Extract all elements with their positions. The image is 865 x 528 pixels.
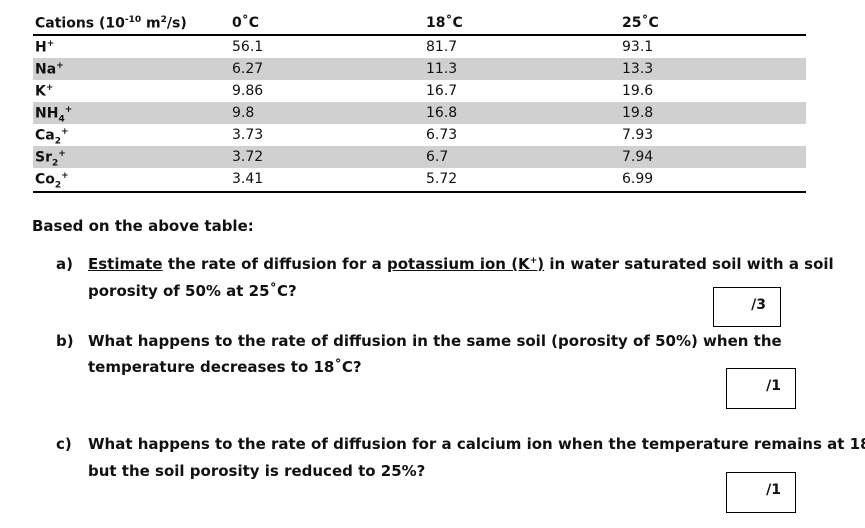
question-b-line2: temperature decreases to 18˚C? — [88, 358, 362, 376]
question-c-label: c) — [56, 435, 72, 453]
table-row: NH4+ 9.8 16.8 19.8 — [33, 102, 806, 124]
header-rule — [33, 34, 806, 36]
header-0c: 0˚C — [232, 15, 260, 31]
score-box-a[interactable]: /3 — [713, 287, 781, 327]
intro-text: Based on the above table: — [32, 217, 254, 235]
table-row: Sr2+ 3.72 6.7 7.94 — [33, 146, 806, 168]
table-row: Ca2+ 3.73 6.73 7.93 — [35, 127, 654, 147]
table-row: H+ 56.1 81.7 93.1 — [35, 39, 654, 56]
question-c-line2: but the soil porosity is reduced to 25%? — [88, 462, 426, 480]
table-row: Co2+ 3.41 5.72 6.99 — [35, 171, 654, 191]
header-25c: 25˚C — [622, 15, 659, 31]
score-box-c[interactable]: /1 — [726, 472, 796, 513]
table-row: K+ 9.86 16.7 19.6 — [35, 83, 654, 100]
question-a-text: Estimate the rate of diffusion for a pot… — [88, 255, 834, 273]
question-a-line2: porosity of 50% at 25˚C? — [88, 282, 297, 300]
cations-header: Cations (10-10 m2/s) — [35, 15, 187, 32]
potassium-ion-text: potassium ion (K+) — [386, 255, 545, 273]
table-bottom-rule — [33, 191, 806, 193]
score-box-b[interactable]: /1 — [726, 368, 796, 409]
question-b-text: What happens to the rate of diffusion in… — [88, 332, 782, 350]
question-a-label: a) — [56, 255, 73, 273]
table-header-row: Cations (10-10 m2/s) 0˚C 18˚C 25˚C — [33, 12, 806, 34]
header-18c: 18˚C — [426, 15, 463, 31]
question-b-label: b) — [56, 332, 74, 350]
question-c-text: What happens to the rate of diffusion fo… — [88, 435, 865, 453]
table-row: Na+ 6.27 11.3 13.3 — [33, 58, 806, 80]
